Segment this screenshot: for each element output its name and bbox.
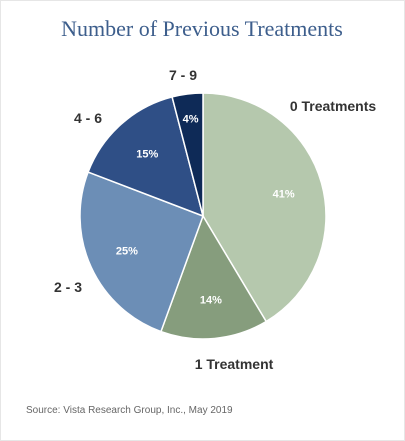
slice-category-label: 0 Treatments xyxy=(290,98,377,114)
pie-slice xyxy=(202,92,327,323)
slice-value-label: 25% xyxy=(116,246,138,258)
slice-value-label: 41% xyxy=(273,189,295,201)
slice-category-label: 1 Treatment xyxy=(195,356,274,372)
pie-slice xyxy=(79,171,204,333)
slice-category-label: 2 - 3 xyxy=(54,279,82,295)
slice-value-label: 14% xyxy=(200,294,222,306)
slice-value-label: 4% xyxy=(183,113,199,125)
slice-value-label: 15% xyxy=(136,149,158,161)
pie-slice xyxy=(171,92,204,217)
slice-category-label: 4 - 6 xyxy=(74,110,102,126)
chart-title: Number of Previous Treatments xyxy=(61,16,343,41)
pie-slice xyxy=(87,96,205,218)
slice-category-label: 7 - 9 xyxy=(169,67,197,83)
source: Source: Vista Research Group, Inc., May … xyxy=(26,405,233,416)
pie-slice xyxy=(159,214,268,340)
